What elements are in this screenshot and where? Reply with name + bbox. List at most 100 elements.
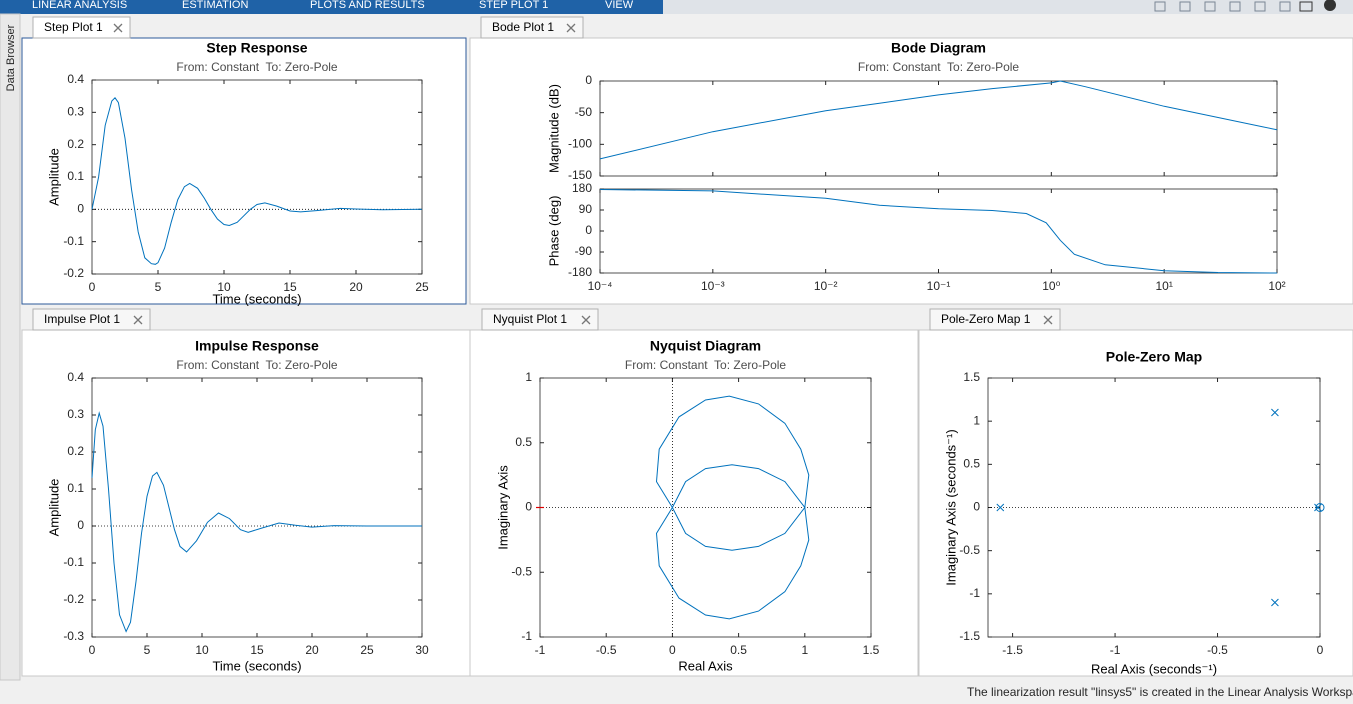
panel-tab[interactable] <box>929 308 1061 331</box>
y-tick-label: 0 <box>77 518 84 532</box>
x-tick-label: 5 <box>155 280 162 294</box>
x-tick-label: 10⁰ <box>1042 279 1060 293</box>
response-curve <box>599 80 1278 160</box>
tab-close[interactable] <box>113 23 123 33</box>
x-tick-label: 1 <box>801 643 808 657</box>
toolstrip-tab[interactable]: VIEW <box>605 0 634 11</box>
x-tick-label: 15 <box>250 643 264 657</box>
x-axis-label: Time (seconds) <box>212 291 301 306</box>
y-tick-label: 0.2 <box>67 444 84 458</box>
y-tick-label: -0.5 <box>511 564 532 578</box>
x-tick-label: 20 <box>305 643 319 657</box>
y-tick-label: -150 <box>568 168 592 182</box>
sidebar <box>0 13 21 681</box>
y-axis-label: Phase (deg) <box>546 196 561 267</box>
panel-tab[interactable] <box>32 308 151 331</box>
x-tick-label: 0 <box>669 643 676 657</box>
plot-subtitle: From: Constant To: Zero-Pole <box>625 358 787 372</box>
y-axis-label: Imaginary Axis (seconds⁻¹) <box>943 429 958 585</box>
y-axis-label: Magnitude (dB) <box>546 84 561 173</box>
y-tick-label: -0.1 <box>63 555 84 569</box>
y-tick-label: 0.1 <box>67 169 84 183</box>
plot-subtitle: From: Constant To: Zero-Pole <box>176 358 338 372</box>
x-tick-label: 25 <box>360 643 374 657</box>
toolstrip-tab[interactable]: LINEAR ANALYSIS <box>32 0 127 11</box>
panel-tab-label[interactable]: Pole-Zero Map 1 <box>941 312 1031 326</box>
y-tick-label: -0.3 <box>63 629 84 643</box>
x-tick-label: 0.5 <box>730 643 747 657</box>
x-tick-label: 10⁻³ <box>701 279 725 293</box>
x-tick-label: 10² <box>1268 279 1285 293</box>
response-curve <box>655 464 810 620</box>
x-tick-label: 25 <box>415 280 429 294</box>
y-tick-label: -0.2 <box>63 266 84 280</box>
pole-marker <box>1271 598 1279 607</box>
y-tick-label: 0.3 <box>67 105 84 119</box>
y-tick-label: 180 <box>572 181 592 195</box>
plot-title: Nyquist Diagram <box>650 338 761 354</box>
x-tick-label: 10 <box>217 280 231 294</box>
y-tick-label: 0 <box>525 500 532 514</box>
pole-marker <box>1314 503 1322 512</box>
y-tick-label: 1.5 <box>963 370 980 384</box>
y-axis-label: Amplitude <box>46 148 61 206</box>
toolstrip-tab[interactable]: STEP PLOT 1 <box>479 0 548 11</box>
y-tick-label: 0.2 <box>67 137 84 151</box>
axes-box <box>91 79 423 275</box>
panel-tab[interactable] <box>480 16 584 39</box>
x-tick-label: 0 <box>89 643 96 657</box>
x-tick-label: 10 <box>195 643 209 657</box>
axes-box <box>599 188 1278 274</box>
y-tick-label: 0.5 <box>963 457 980 471</box>
y-tick-label: 0 <box>973 500 980 514</box>
panel-tab-label[interactable]: Nyquist Plot 1 <box>493 312 567 326</box>
x-axis-label: Time (seconds) <box>212 658 301 673</box>
y-tick-label: 0.1 <box>67 481 84 495</box>
sidebar-label[interactable]: Data Browser <box>5 24 17 91</box>
y-tick-label: 0.4 <box>67 370 84 384</box>
tab-close[interactable] <box>566 23 576 33</box>
y-tick-label: -0.2 <box>63 592 84 606</box>
x-tick-label: 10⁻² <box>814 279 838 293</box>
y-tick-label: 0.4 <box>67 72 84 86</box>
x-tick-label: 5 <box>144 643 151 657</box>
toolstrip-tab[interactable]: ESTIMATION <box>182 0 248 11</box>
y-axis-label: Imaginary Axis <box>495 465 510 550</box>
panel-tab-label[interactable]: Impulse Plot 1 <box>44 312 120 326</box>
y-tick-label: 0.3 <box>67 407 84 421</box>
response-curve <box>655 395 810 551</box>
y-tick-label: -0.5 <box>959 543 980 557</box>
x-tick-label: -0.5 <box>596 643 617 657</box>
tab-close[interactable] <box>1043 315 1053 325</box>
panel-tab-label[interactable]: Bode Plot 1 <box>492 20 554 34</box>
x-tick-label: 0 <box>1317 643 1324 657</box>
x-tick-label: 10⁻⁴ <box>588 279 613 293</box>
panel-tab-label[interactable]: Step Plot 1 <box>44 20 103 34</box>
plot-title: Pole-Zero Map <box>1106 349 1202 365</box>
x-tick-label: 30 <box>415 643 429 657</box>
panel-tab[interactable] <box>32 16 131 39</box>
x-tick-label: 1.5 <box>863 643 880 657</box>
panel-tab[interactable] <box>481 308 599 331</box>
x-axis-label: Real Axis (seconds⁻¹) <box>1091 661 1217 676</box>
plot-subtitle: From: Constant To: Zero-Pole <box>858 60 1020 74</box>
tab-close[interactable] <box>581 315 591 325</box>
x-tick-label: -1.5 <box>1002 643 1023 657</box>
y-tick-label: 0 <box>585 223 592 237</box>
x-tick-label: 20 <box>349 280 363 294</box>
toolstrip-tab[interactable]: PLOTS AND RESULTS <box>310 0 425 11</box>
y-tick-label: -1 <box>969 586 980 600</box>
y-tick-label: -50 <box>575 105 593 119</box>
quick-access-icons <box>1154 0 1336 12</box>
x-tick-label: -1 <box>1110 643 1121 657</box>
y-tick-label: -0.1 <box>63 234 84 248</box>
tab-close[interactable] <box>133 315 143 325</box>
x-axis-label: Real Axis <box>678 658 733 673</box>
response-curve <box>91 411 422 633</box>
x-tick-label: 10⁻¹ <box>927 279 951 293</box>
toolstrip-right <box>663 0 1353 14</box>
response-curve <box>599 189 1278 274</box>
y-axis-label: Amplitude <box>46 479 61 537</box>
